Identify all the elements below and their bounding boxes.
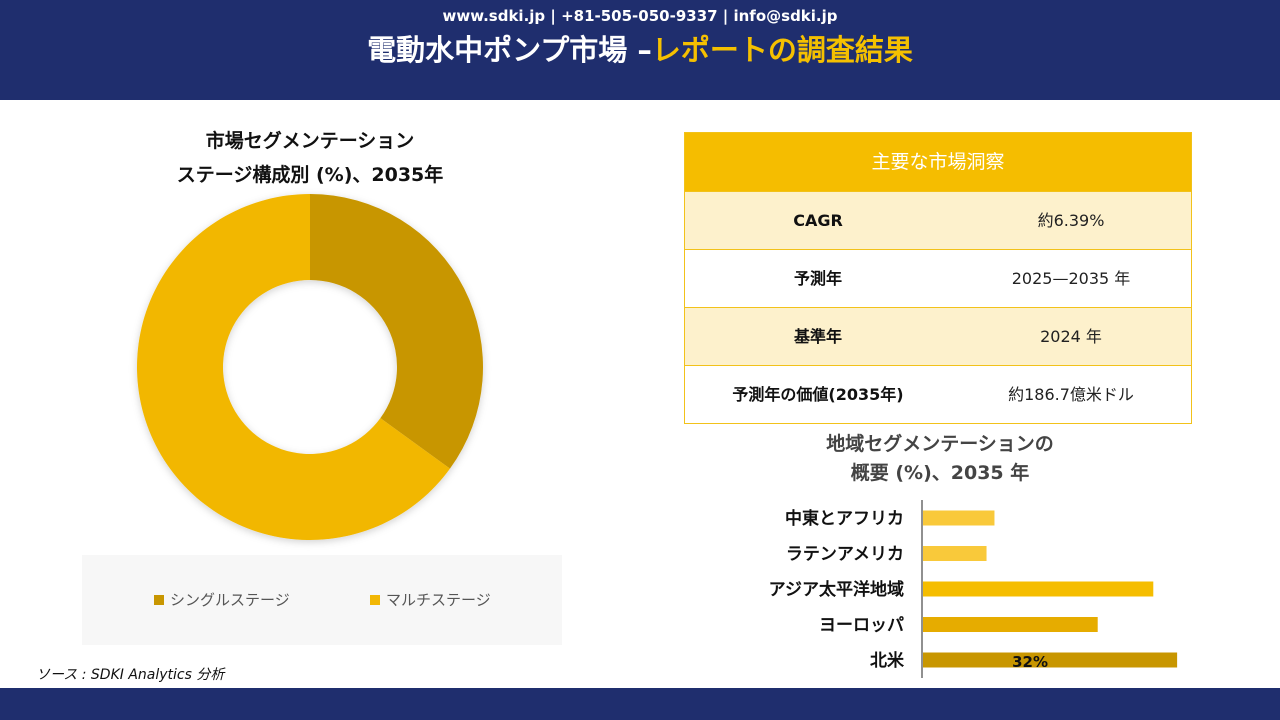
donut-chart-title: 市場セグメンテーション ステージ構成別 (%)、2035年 [120,124,500,192]
bar-3 [923,617,1098,632]
bar-data-label: 32% [1012,653,1048,671]
legend-item-single-stage: シングルステージ [154,589,290,610]
page-title-main: 電動水中ポンプ市場 – [367,33,652,67]
insights-key: 基準年 [793,327,842,346]
bar-category-label: ラテンアメリカ [786,545,904,565]
insights-key: 予測年の価値(2035年) [732,385,904,404]
bar-category-label: ヨーロッパ [819,616,904,636]
bar-category-label: アジア太平洋地域 [769,579,904,600]
legend-item-multi-stage: マルチステージ [370,589,491,610]
bar-1 [923,546,987,561]
insights-row-forecast-years: 予測年 2025—2035 年 [685,249,1191,307]
legend-label-multi-stage: マルチステージ [386,591,491,609]
legend-swatch-single-stage [154,594,164,605]
bar-category-label: 中東とアフリカ [785,508,904,529]
donut-title-line2: ステージ構成別 (%)、2035年 [176,164,444,186]
bar-chart-title: 地域セグメンテーションの 概要 (%)、2035 年 [720,430,1160,488]
insights-value: 2025—2035 年 [1011,269,1131,288]
insights-value: 2024 年 [1040,327,1102,346]
insights-row-forecast-value: 予測年の価値(2035年) 約186.7億米ドル [685,365,1191,423]
source-note: ソース : SDKI Analytics 分析 [36,667,225,683]
header-bar [0,0,1280,100]
insights-row-cagr: CAGR 約6.39% [685,191,1191,249]
donut-chart [136,194,483,540]
page-title-accent: レポートの調査結果 [651,33,913,67]
footer-bar [0,688,1280,720]
donut-legend: シングルステージ マルチステージ [82,555,562,645]
bar-category-label: 北米 [870,650,905,671]
insights-key: CAGR [793,211,843,230]
bar-title-line1: 地域セグメンテーションの [826,433,1054,455]
legend-swatch-multi-stage [370,594,380,605]
footer-contact: www.sdki.jp | +81-505-050-9337 | info@sd… [442,7,838,25]
donut-slice-multi-stage [136,194,450,540]
insights-value: 約186.7億米ドル [1008,385,1134,404]
legend-label-single-stage: シングルステージ [170,591,290,609]
page-title: 電動水中ポンプ市場 –レポートの調査結果 [0,0,1280,100]
insights-heading: 主要な市場洞察 [685,133,1191,191]
bar-title-line2: 概要 (%)、2035 年 [850,462,1030,484]
insights-key: 予測年 [793,269,842,288]
donut-slice-single-stage [310,194,483,469]
insights-row-base-year: 基準年 2024 年 [685,307,1191,365]
bar-4 [923,652,1178,668]
market-insights-table: 主要な市場洞察 CAGR 約6.39% 予測年 2025—2035 年 基準年 … [684,132,1192,424]
donut-title-line1: 市場セグメンテーション [205,130,415,152]
insights-value: 約6.39% [1037,211,1105,230]
bar-2 [923,581,1154,597]
bar-0 [923,510,995,526]
